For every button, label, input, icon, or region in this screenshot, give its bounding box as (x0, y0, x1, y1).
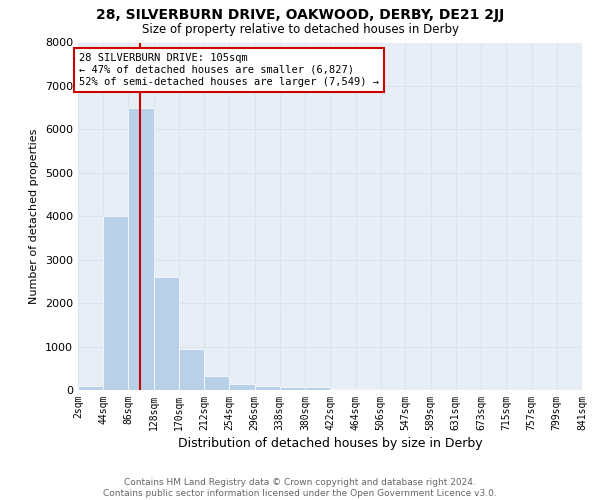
Bar (128, 108, 154, 390)
Bar (103, 216, 128, 390)
Bar (179, 348, 204, 390)
Bar (204, 376, 229, 390)
Bar (78, 386, 103, 390)
Text: 28, SILVERBURN DRIVE, OAKWOOD, DERBY, DE21 2JJ: 28, SILVERBURN DRIVE, OAKWOOD, DERBY, DE… (96, 8, 504, 22)
Bar (280, 386, 305, 390)
Bar (305, 386, 331, 390)
Bar (229, 384, 254, 390)
Bar (331, 388, 356, 390)
Y-axis label: Number of detached properties: Number of detached properties (29, 128, 40, 304)
Bar (154, 277, 179, 390)
Text: 28 SILVERBURN DRIVE: 105sqm
← 47% of detached houses are smaller (6,827)
52% of : 28 SILVERBURN DRIVE: 105sqm ← 47% of det… (79, 54, 379, 86)
Bar (254, 386, 280, 390)
Text: Size of property relative to detached houses in Derby: Size of property relative to detached ho… (142, 22, 458, 36)
X-axis label: Distribution of detached houses by size in Derby: Distribution of detached houses by size … (178, 437, 482, 450)
Bar (356, 389, 381, 390)
Text: Contains HM Land Registry data © Crown copyright and database right 2024.
Contai: Contains HM Land Registry data © Crown c… (103, 478, 497, 498)
